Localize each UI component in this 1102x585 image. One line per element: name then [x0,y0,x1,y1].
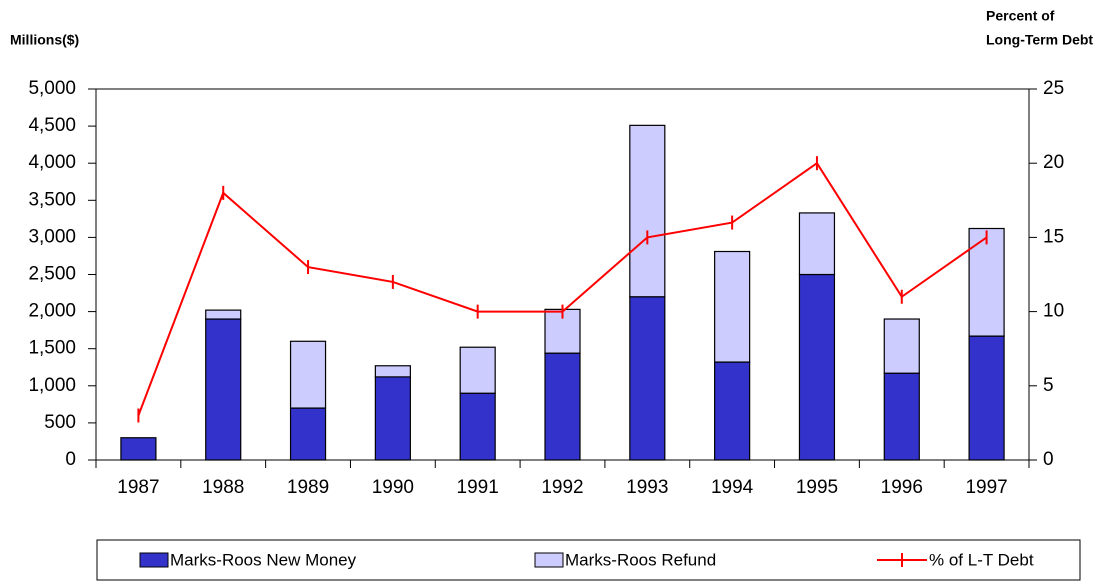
y2-tick-label: 25 [1043,78,1064,99]
bar [374,376,411,461]
bar [120,437,157,461]
y-tick-label: 500 [44,412,76,433]
x-tick-label: 1992 [541,477,583,498]
bar [374,365,411,378]
bar [459,346,496,394]
bar [629,124,666,298]
bar [968,335,1005,461]
bar [629,296,666,461]
y2-tick-label: 0 [1043,449,1054,470]
y-tick-label: 4,500 [28,115,76,136]
y-tick-label: 0 [65,449,76,470]
y2-tick-label: 5 [1043,375,1054,396]
bar [883,372,920,461]
bar [544,352,581,461]
bar [798,273,836,461]
y-tick-label: 3,000 [28,226,76,247]
x-tick-label: 1996 [881,477,923,498]
bar [714,361,751,461]
x-tick-label: 1988 [202,477,244,498]
y-axis-title: Millions($) [10,32,79,48]
x-tick-label: 1997 [965,477,1007,498]
bar [289,407,327,461]
y-tick-label: 2,000 [28,301,76,322]
y-tick-label: 1,500 [28,338,76,359]
x-tick-label: 1995 [796,477,838,498]
x-tick-label: 1993 [626,477,668,498]
legend-label: % of L-T Debt [929,550,1034,569]
bar [883,318,920,374]
bar [205,309,242,320]
y-tick-label: 2,500 [28,264,76,285]
legend-swatch [534,552,564,568]
bar [459,392,496,461]
y2-tick-label: 20 [1043,152,1064,173]
y-tick-label: 1,000 [28,375,76,396]
x-tick-label: 1994 [711,477,754,498]
x-tick-label: 1989 [287,477,329,498]
bar [205,318,242,461]
y2-axis-title: Long-Term Debt [986,32,1093,48]
legend-label: Marks-Roos New Money [170,550,357,569]
y2-tick-label: 15 [1043,226,1064,247]
y-tick-label: 5,000 [28,78,76,99]
y-tick-label: 4,000 [28,152,76,173]
bar [289,340,327,409]
bar [798,212,836,276]
legend-label: Marks-Roos Refund [565,550,716,569]
x-tick-label: 1990 [372,477,414,498]
bar [968,227,1005,337]
y2-axis-title: Percent of [986,8,1055,24]
y-tick-label: 3,500 [28,189,76,210]
y2-tick-label: 10 [1043,301,1064,322]
x-tick-label: 1991 [457,477,499,498]
legend-swatch [139,552,169,568]
x-tick-label: 1987 [117,477,159,498]
bar [714,250,751,363]
